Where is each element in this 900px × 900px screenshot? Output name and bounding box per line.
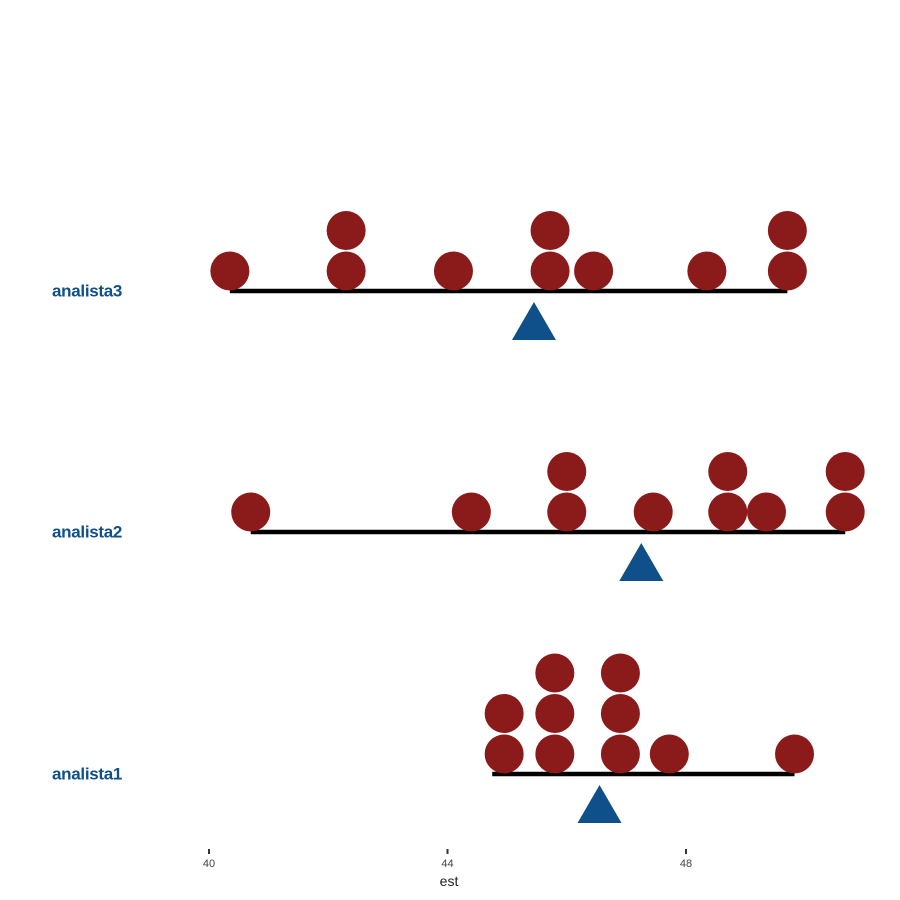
data-point — [649, 734, 689, 774]
row-analista1: analista1 — [52, 653, 815, 823]
data-point — [687, 251, 727, 291]
x-tick-label: 44 — [441, 858, 453, 870]
mean-marker — [577, 785, 622, 823]
data-point — [708, 452, 748, 491]
data-point — [530, 251, 570, 291]
row-label: analista3 — [52, 281, 122, 300]
data-point — [326, 211, 366, 250]
data-point — [535, 734, 575, 774]
data-point — [825, 492, 865, 532]
data-point — [767, 211, 807, 250]
row-label: analista2 — [52, 522, 122, 541]
data-point — [210, 251, 250, 291]
data-point — [600, 734, 640, 774]
row-label: analista1 — [52, 764, 122, 783]
data-point — [326, 251, 366, 291]
data-point — [535, 694, 575, 733]
data-point — [484, 734, 524, 774]
data-point — [600, 653, 640, 693]
data-point — [530, 211, 570, 250]
row-analista3: analista3 — [52, 211, 807, 340]
data-point — [535, 653, 575, 693]
x-axis-title: est — [440, 873, 459, 889]
data-point — [231, 492, 271, 532]
data-point — [574, 251, 614, 291]
x-axis: est 40 44 48 — [203, 849, 692, 889]
data-point — [547, 492, 587, 532]
data-point — [746, 492, 786, 532]
data-point — [767, 251, 807, 291]
data-point — [775, 734, 815, 774]
data-point — [451, 492, 491, 532]
data-point — [547, 452, 587, 491]
mean-marker — [511, 302, 556, 340]
x-tick-label: 40 — [203, 858, 215, 870]
x-tick-label: 48 — [680, 858, 692, 870]
row-analista2: analista2 — [52, 452, 865, 581]
data-point — [825, 452, 865, 491]
data-point — [600, 694, 640, 733]
data-point — [708, 492, 748, 532]
data-point — [633, 492, 673, 532]
data-point — [433, 251, 473, 291]
data-point — [484, 694, 524, 733]
mean-marker — [619, 543, 664, 581]
rows-layer: analista3 analista2 analista1 — [52, 211, 865, 823]
